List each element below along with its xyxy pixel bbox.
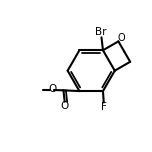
Text: F: F [101, 102, 107, 112]
Text: O: O [60, 101, 69, 111]
Text: O: O [117, 33, 125, 43]
Text: O: O [48, 84, 56, 94]
Text: Br: Br [95, 28, 106, 38]
